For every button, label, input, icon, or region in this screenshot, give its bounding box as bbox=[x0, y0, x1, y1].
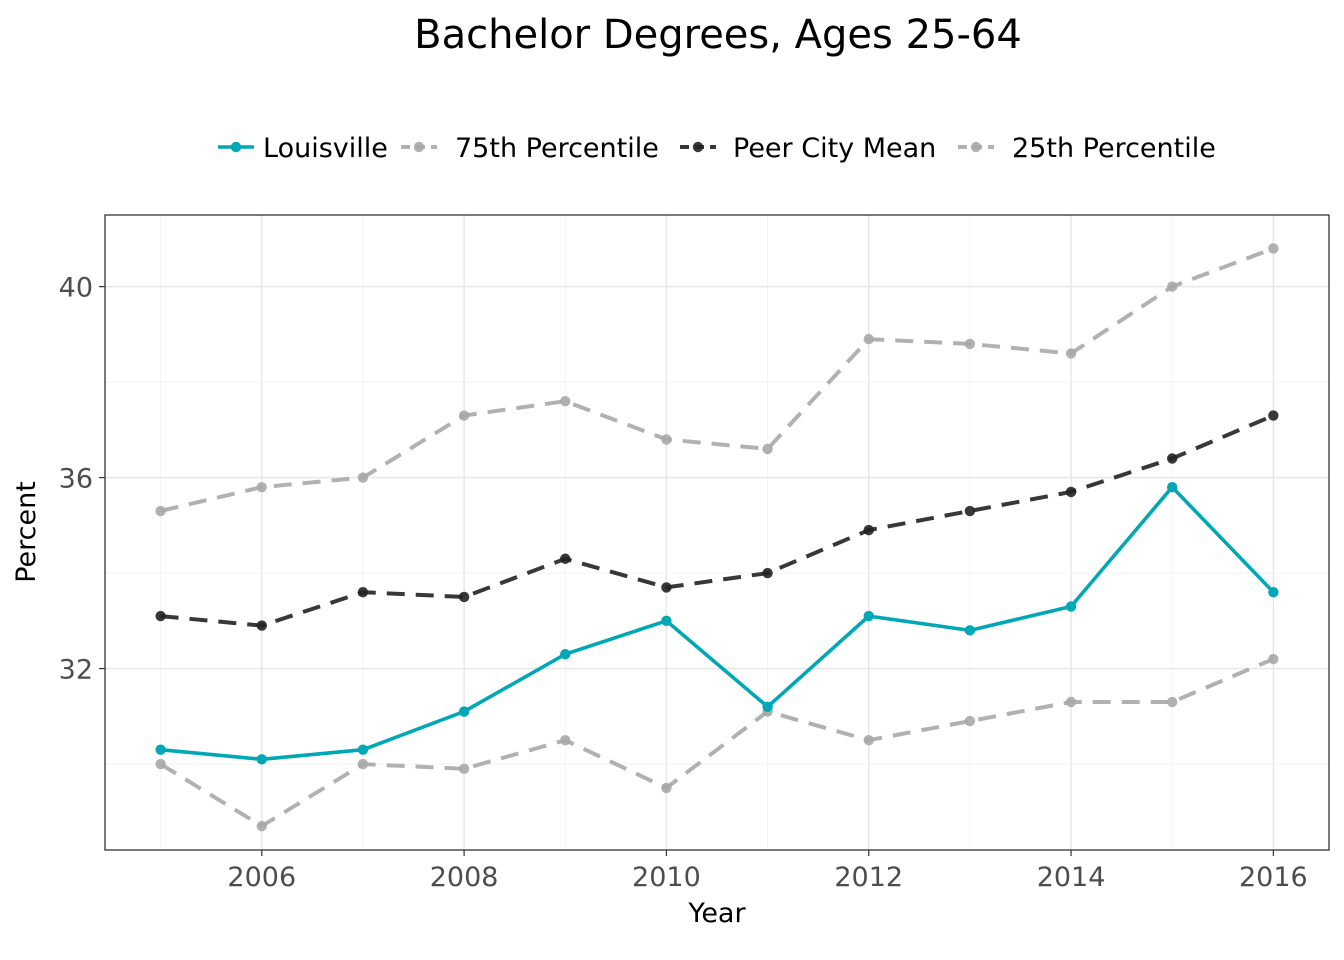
series-line bbox=[160, 246, 1275, 513]
data-point bbox=[560, 649, 571, 660]
legend-key-point bbox=[692, 141, 704, 153]
x-tick-label: 2012 bbox=[834, 862, 903, 893]
data-point bbox=[964, 338, 976, 350]
y-axis-ticks: 32 36 40 bbox=[59, 273, 105, 686]
data-point bbox=[155, 505, 166, 517]
data-point bbox=[762, 701, 773, 712]
data-point bbox=[1065, 696, 1077, 708]
legend-label: Louisville bbox=[263, 133, 388, 164]
series-25th-percentile bbox=[155, 653, 1279, 832]
data-point bbox=[458, 410, 470, 421]
data-point bbox=[661, 615, 672, 627]
data-point bbox=[560, 553, 571, 564]
data-point bbox=[458, 591, 470, 603]
data-point bbox=[1268, 410, 1279, 421]
data-point bbox=[1167, 481, 1178, 493]
plot-panel-border bbox=[104, 214, 1330, 851]
data-point bbox=[964, 505, 976, 517]
data-point bbox=[964, 715, 976, 727]
data-point bbox=[863, 333, 874, 345]
data-point bbox=[560, 734, 571, 746]
data-point bbox=[1167, 281, 1178, 292]
series-louisville bbox=[155, 481, 1279, 765]
data-point bbox=[1065, 486, 1077, 498]
series-75th-percentile bbox=[155, 243, 1279, 517]
legend-item: Louisville bbox=[218, 133, 388, 164]
x-tick-label: 2014 bbox=[1037, 862, 1106, 893]
data-point bbox=[1167, 696, 1178, 708]
data-point bbox=[155, 610, 166, 622]
data-point bbox=[1268, 586, 1279, 598]
chart-title: Bachelor Degrees, Ages 25-64 bbox=[414, 12, 1022, 58]
legend-label: Peer City Mean bbox=[733, 133, 936, 164]
data-point bbox=[863, 734, 874, 746]
legend-key-point bbox=[970, 141, 982, 153]
data-point bbox=[661, 782, 672, 794]
data-point bbox=[357, 758, 369, 770]
data-point bbox=[560, 396, 571, 407]
legend-label: 25th Percentile bbox=[1012, 133, 1216, 164]
x-tick-label: 2008 bbox=[430, 862, 499, 893]
series-peer-city-mean bbox=[155, 410, 1279, 631]
data-point bbox=[357, 586, 369, 598]
data-point bbox=[863, 524, 874, 536]
data-point bbox=[155, 758, 166, 770]
data-point bbox=[661, 434, 672, 445]
data-point bbox=[256, 754, 267, 765]
data-point bbox=[256, 481, 267, 493]
data-point bbox=[357, 472, 369, 483]
series-layer bbox=[155, 243, 1279, 832]
legend-key-point bbox=[413, 141, 425, 153]
y-tick-label: 36 bbox=[59, 464, 93, 495]
data-point bbox=[256, 820, 267, 832]
data-point bbox=[458, 706, 470, 717]
data-point bbox=[1065, 601, 1077, 612]
data-point bbox=[155, 744, 166, 755]
x-axis-ticks: 2006 2008 2010 2012 2014 2016 bbox=[227, 850, 1308, 893]
legend-label: 75th Percentile bbox=[455, 133, 659, 164]
data-point bbox=[762, 443, 773, 455]
legend-item: 25th Percentile bbox=[958, 133, 1216, 164]
y-tick-label: 40 bbox=[59, 273, 93, 304]
x-axis-title: Year bbox=[687, 898, 746, 929]
legend-key-point bbox=[230, 141, 242, 153]
data-point bbox=[762, 567, 773, 579]
legend-item: Peer City Mean bbox=[680, 133, 936, 164]
data-point bbox=[1065, 348, 1077, 359]
x-tick-label: 2010 bbox=[632, 862, 701, 893]
data-point bbox=[1268, 653, 1279, 665]
data-point bbox=[357, 744, 369, 755]
series-line bbox=[159, 657, 1275, 829]
legend: Louisville 75th Percentile Peer City Mean 2… bbox=[218, 133, 1216, 164]
data-point bbox=[1268, 243, 1279, 254]
x-tick-label: 2006 bbox=[227, 862, 296, 893]
data-point bbox=[964, 625, 976, 636]
y-axis-title: Percent bbox=[11, 481, 42, 583]
data-point bbox=[1167, 453, 1178, 464]
x-tick-label: 2016 bbox=[1239, 862, 1308, 893]
legend-item: 75th Percentile bbox=[401, 133, 659, 164]
data-point bbox=[863, 610, 874, 622]
series-line bbox=[160, 413, 1275, 628]
series-line bbox=[160, 485, 1275, 762]
y-tick-label: 32 bbox=[59, 655, 93, 686]
data-point bbox=[256, 620, 267, 631]
data-point bbox=[458, 763, 470, 775]
data-point bbox=[661, 582, 672, 593]
grid bbox=[105, 215, 1329, 850]
